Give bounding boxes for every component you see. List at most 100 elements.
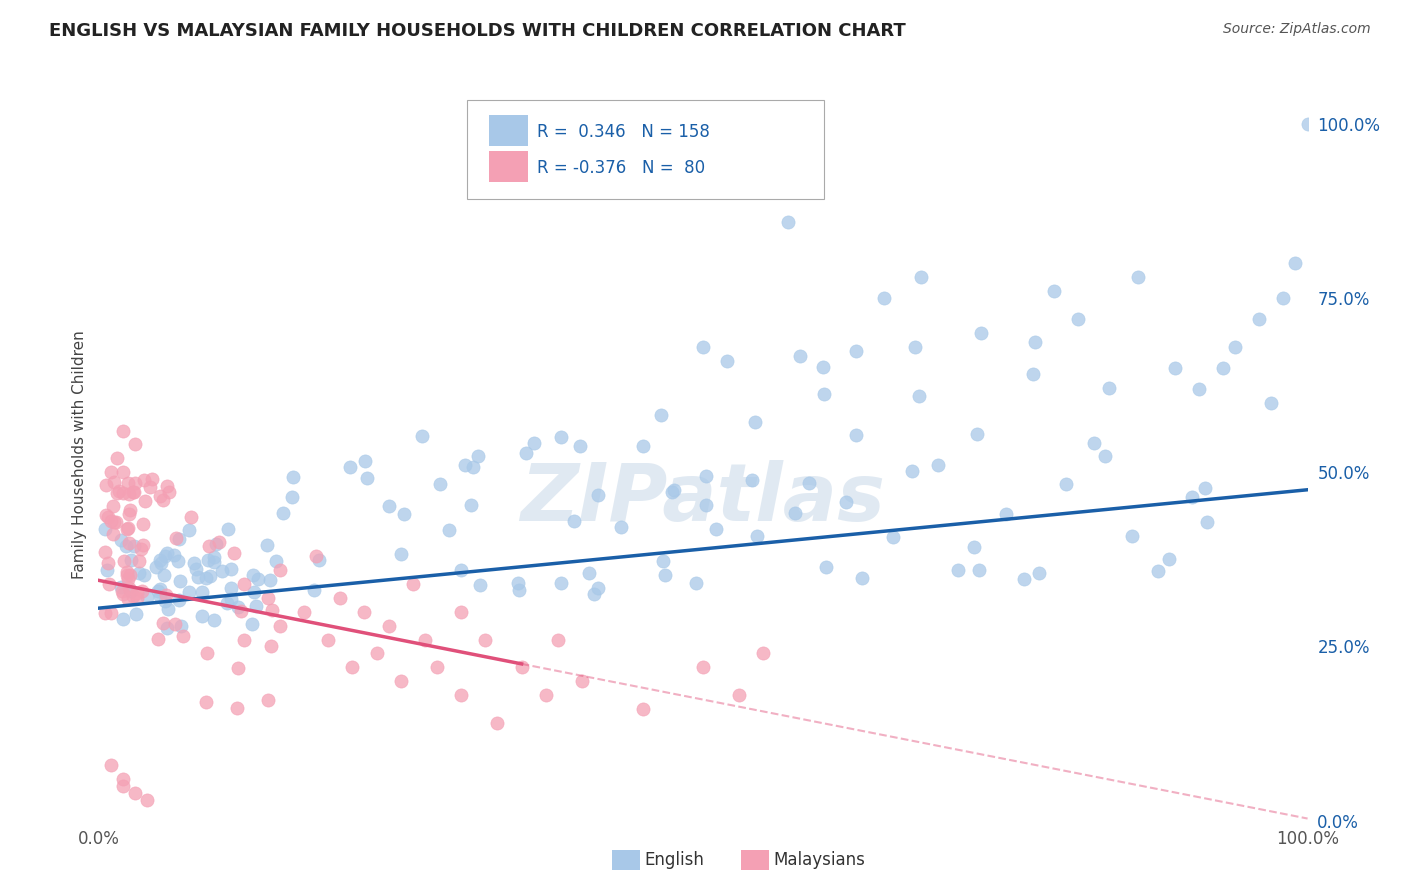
Point	[728, 688, 751, 702]
Point	[1098, 381, 1121, 395]
Point	[454, 458, 477, 472]
Point	[586, 488, 609, 502]
Point	[110, 533, 132, 547]
Point	[389, 547, 412, 561]
Point	[547, 632, 569, 647]
Point	[813, 386, 835, 401]
Point	[94, 508, 117, 522]
FancyBboxPatch shape	[489, 115, 527, 145]
Point	[152, 492, 174, 507]
Point	[149, 489, 172, 503]
Point	[194, 571, 217, 585]
Point	[103, 475, 125, 489]
Point	[157, 485, 180, 500]
Point	[190, 585, 212, 599]
Point	[232, 576, 254, 591]
Point	[243, 585, 266, 599]
Point	[101, 500, 124, 514]
Point	[96, 564, 118, 578]
Point	[198, 539, 221, 553]
Point	[281, 490, 304, 504]
Point	[96, 477, 118, 491]
Point	[316, 632, 339, 647]
Point	[118, 507, 141, 521]
Point	[111, 466, 134, 480]
Point	[550, 576, 572, 591]
Point	[232, 632, 254, 647]
Point	[245, 599, 267, 614]
Point	[125, 607, 148, 622]
Point	[120, 503, 142, 517]
Point	[200, 568, 222, 582]
Point	[177, 584, 200, 599]
Point	[776, 214, 799, 228]
Point	[153, 549, 176, 564]
Point	[215, 596, 238, 610]
Point	[811, 360, 834, 375]
Point	[111, 587, 134, 601]
Point	[94, 606, 117, 620]
Text: R = -0.376   N =  80: R = -0.376 N = 80	[537, 159, 706, 178]
Point	[882, 530, 904, 544]
Point	[145, 559, 167, 574]
Point	[124, 484, 146, 499]
Point	[468, 578, 491, 592]
Point	[194, 695, 217, 709]
Point	[474, 632, 496, 647]
Point	[124, 539, 146, 553]
Point	[1223, 340, 1246, 354]
Point	[208, 535, 231, 549]
Point	[124, 786, 146, 800]
Point	[266, 554, 288, 568]
Point	[460, 499, 482, 513]
Point	[256, 693, 278, 707]
Point	[308, 552, 330, 566]
Point	[342, 660, 364, 674]
Point	[661, 485, 683, 500]
Point	[131, 517, 153, 532]
Point	[586, 581, 609, 595]
Point	[515, 445, 537, 459]
Point	[873, 291, 896, 305]
Point	[283, 469, 305, 483]
Point	[413, 632, 436, 647]
Point	[904, 340, 927, 354]
Point	[118, 582, 141, 596]
Point	[228, 600, 250, 615]
Point	[117, 591, 139, 606]
Point	[111, 779, 134, 793]
Point	[156, 546, 179, 560]
Point	[1128, 270, 1150, 285]
Point	[582, 586, 605, 600]
Point	[745, 529, 768, 543]
Point	[1067, 312, 1090, 326]
Point	[156, 621, 179, 635]
Point	[1163, 360, 1185, 375]
Point	[426, 660, 449, 674]
Point	[463, 459, 485, 474]
Point	[506, 576, 529, 591]
Point	[170, 619, 193, 633]
Point	[118, 567, 141, 582]
Point	[105, 515, 128, 529]
Point	[1042, 284, 1064, 298]
Point	[1022, 367, 1045, 381]
Point	[127, 585, 149, 599]
Point	[704, 522, 727, 536]
Point	[228, 661, 250, 675]
Point	[132, 538, 155, 552]
Point	[172, 629, 194, 643]
Point	[692, 660, 714, 674]
Point	[269, 563, 291, 577]
Point	[165, 532, 187, 546]
Point	[716, 354, 738, 368]
Point	[378, 499, 401, 513]
Point	[1296, 117, 1319, 131]
Point	[120, 583, 142, 598]
Point	[814, 560, 837, 574]
Point	[155, 588, 177, 602]
Point	[256, 591, 278, 605]
Point	[467, 449, 489, 463]
Point	[117, 522, 139, 536]
Point	[450, 605, 472, 619]
